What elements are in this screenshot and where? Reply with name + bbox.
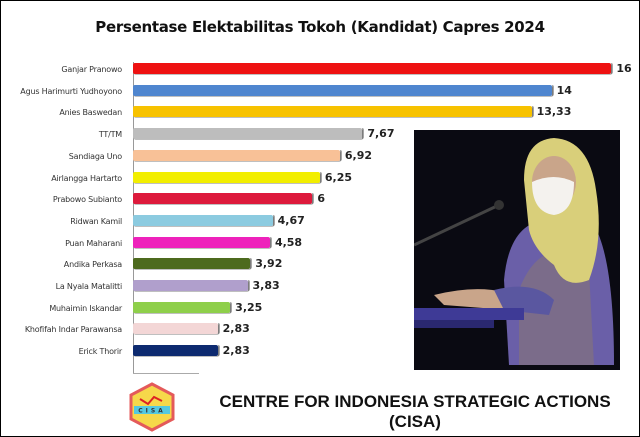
- bar: [133, 345, 220, 357]
- bar-category-label: Agus Harimurti Yudhoyono: [20, 86, 122, 96]
- bar-value-label: 3,83: [252, 279, 280, 292]
- bar: [133, 301, 233, 313]
- bar-category-label: Khofifah Indar Parawansa: [24, 325, 122, 335]
- bar-row: Khofifah Indar Parawansa 2,83: [0, 322, 640, 337]
- bar-row: Anies Baswedan 13,33: [0, 105, 640, 120]
- bar: [133, 149, 342, 161]
- svg-text:CISA: CISA: [138, 408, 166, 415]
- bar-row: Agus Harimurti Yudhoyono 14: [0, 83, 640, 99]
- bar-category-label: Airlangga Hartarto: [51, 173, 122, 183]
- bar-category-label: Anies Baswedan: [59, 108, 122, 118]
- bar-value-label: 4,58: [274, 235, 303, 249]
- bar-value-label: 3,25: [235, 300, 263, 314]
- bar-category-label: Sandiaga Uno: [68, 151, 122, 161]
- bar-row: Erick Thorir 2,83: [0, 344, 640, 359]
- footer-line-2: (CISA): [389, 412, 441, 431]
- bar-value-label: 6: [317, 192, 326, 206]
- bar-row: Sandiaga Uno 6,92: [0, 148, 640, 164]
- bar-value-label: 14: [556, 83, 572, 97]
- bar: [133, 171, 322, 183]
- bar-category-label: Andika Perkasa: [63, 260, 122, 270]
- bar-value-label: 4,67: [277, 213, 305, 227]
- x-axis-line: [133, 373, 199, 374]
- bar-value-label: 2,83: [222, 322, 250, 336]
- bar-category-label: Erick Thorir: [78, 347, 123, 357]
- bar-value-label: 6,92: [344, 148, 373, 162]
- bar-row: Andika Perkasa 3,92: [0, 257, 640, 272]
- bar-category-label: Puan Maharani: [65, 238, 122, 248]
- bar-category-label: Ganjar Pranowo: [61, 65, 122, 74]
- bar: [133, 236, 272, 248]
- bar: [133, 106, 534, 118]
- bar-category-label: TT/TM: [98, 130, 122, 140]
- footer-line-1: CENTRE FOR INDONESIA STRATEGIC ACTIONS: [219, 392, 611, 411]
- bar-value-label: 6,25: [324, 170, 353, 184]
- photo-illustration: [414, 130, 620, 370]
- bar-category-label: Muhaimin Iskandar: [49, 303, 122, 313]
- cisa-logo-icon: CISA: [129, 382, 175, 432]
- bar: [133, 258, 253, 270]
- bar-category-label: Ridwan Kamil: [70, 216, 122, 226]
- candidate-photo: [414, 130, 620, 370]
- bar: [133, 214, 275, 226]
- organization-name: CENTRE FOR INDONESIA STRATEGIC ACTIONS (…: [200, 392, 630, 432]
- bar-category-label: La Nyala Matalitti: [55, 282, 123, 291]
- chart-title: Persentase Elektabilitas Tokoh (Kandidat…: [95, 18, 545, 36]
- bar: [133, 84, 554, 96]
- bar-row: La Nyala Matalitti 3,83: [0, 279, 640, 294]
- bar-row: TT/TM 7,67: [0, 127, 640, 142]
- bar-category-label: Prabowo Subianto: [52, 195, 122, 205]
- bar-value-label: 13,33: [536, 105, 572, 119]
- bar: [133, 193, 315, 205]
- bar-row: Ridwan Kamil 4,67: [0, 213, 640, 229]
- bar: [133, 323, 220, 335]
- bar-row: Ganjar Pranowo 16: [0, 62, 640, 77]
- bar-value-label: 3,92: [255, 257, 283, 271]
- bar-value-label: 7,67: [367, 127, 395, 141]
- bar-row: Prabowo Subianto 6: [0, 192, 640, 207]
- bar-value-label: 2,83: [222, 344, 250, 358]
- bar: [133, 128, 365, 140]
- bar-row: Airlangga Hartarto 6,25: [0, 170, 640, 186]
- bar-row: Puan Maharani 4,58: [0, 235, 640, 251]
- bar-value-label: 16: [616, 62, 632, 75]
- bar: [133, 63, 614, 74]
- bar: [133, 280, 250, 291]
- bar-row: Muhaimin Iskandar 3,25: [0, 300, 640, 316]
